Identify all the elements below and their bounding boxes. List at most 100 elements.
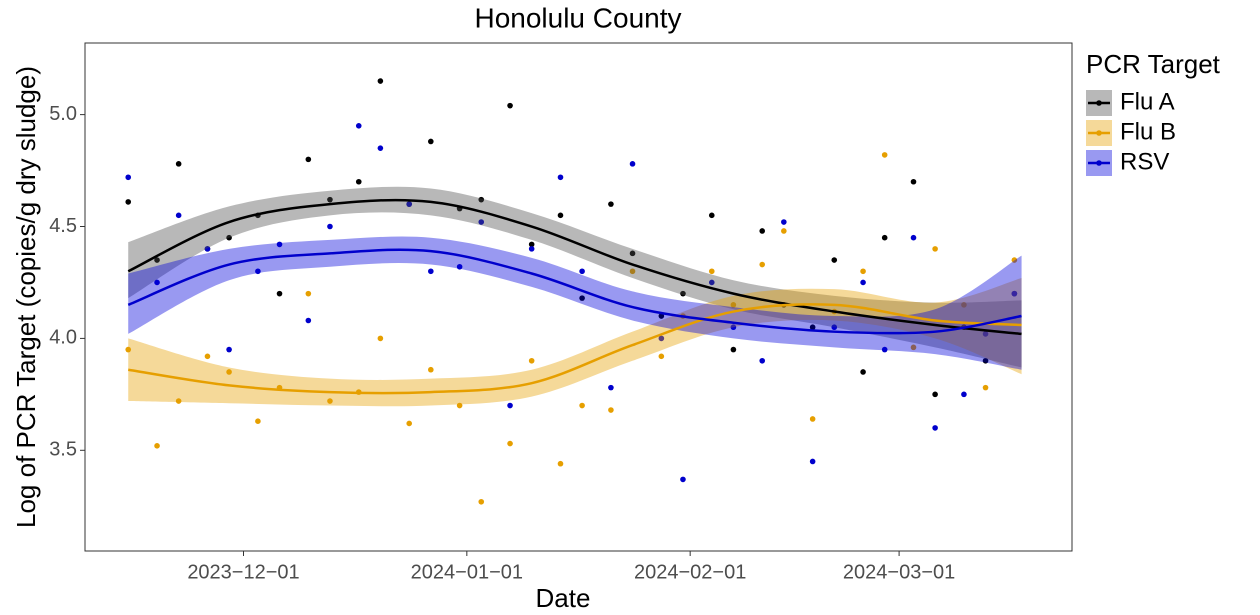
data-point: [608, 407, 614, 413]
y-tick-label: 3.5: [49, 439, 77, 461]
x-axis-title: Date: [536, 583, 591, 613]
data-point: [781, 228, 787, 234]
data-point: [809, 416, 816, 422]
data-point: [377, 145, 384, 151]
data-point: [204, 353, 211, 360]
data-point: [305, 156, 312, 163]
data-point: [226, 346, 232, 353]
data-point: [507, 440, 513, 447]
data-point: [608, 384, 614, 391]
data-point: [708, 212, 715, 219]
data-point: [932, 246, 938, 252]
data-point: [154, 257, 160, 263]
x-tick-label: 2024−03−01: [843, 561, 955, 583]
data-point: [478, 196, 485, 203]
legend-title: PCR Target: [1086, 49, 1221, 79]
data-point: [961, 391, 967, 398]
data-point: [809, 458, 816, 465]
data-point: [730, 346, 737, 353]
data-point: [708, 279, 715, 286]
data-point: [759, 261, 766, 268]
data-point: [932, 425, 938, 431]
data-point: [406, 420, 412, 427]
data-point: [305, 317, 312, 324]
data-point: [932, 391, 938, 398]
data-point: [154, 443, 160, 449]
data-point: [629, 268, 636, 275]
data-point: [557, 212, 564, 219]
data-point: [175, 161, 182, 167]
data-point: [860, 279, 866, 286]
plot-border: [84, 42, 1073, 552]
data-point: [1011, 257, 1018, 263]
data-point: [579, 268, 585, 275]
data-point: [528, 241, 535, 248]
data-point: [680, 290, 686, 297]
data-point: [831, 324, 838, 331]
y-tick-label: 5.0: [49, 103, 77, 125]
data-point: [730, 324, 737, 331]
data-point: [125, 346, 132, 353]
smooth-line: [127, 198, 1022, 336]
data-point: [982, 331, 989, 337]
data-point: [507, 402, 513, 409]
data-point: [658, 353, 665, 360]
data-point: [629, 250, 636, 257]
data-point: [428, 268, 434, 275]
data-point: [406, 201, 412, 207]
data-point: [226, 369, 232, 375]
confidence-band: [128, 277, 1022, 407]
legend-label: Flu B: [1120, 118, 1176, 145]
data-point: [708, 268, 715, 275]
data-point: [910, 178, 917, 185]
data-point: [608, 201, 614, 207]
data-point: [881, 234, 888, 241]
data-point: [327, 196, 333, 203]
legend-dot: [1096, 160, 1102, 166]
data-point: [658, 313, 665, 319]
data-point: [881, 152, 888, 158]
data-point: [910, 234, 917, 241]
data-point: [910, 344, 917, 351]
x-tick-label: 2024−01−01: [411, 561, 523, 583]
data-point: [428, 366, 434, 373]
data-point: [507, 102, 513, 109]
data-point: [478, 219, 485, 225]
data-point: [276, 290, 283, 297]
data-point: [175, 398, 182, 404]
data-point: [428, 138, 434, 145]
data-point: [377, 78, 384, 84]
data-point: [154, 279, 160, 286]
data-point: [961, 302, 967, 308]
data-point: [175, 212, 182, 219]
smooth-line: [128, 303, 1022, 395]
data-point: [255, 268, 261, 275]
data-point: [255, 418, 261, 425]
data-point: [276, 241, 283, 248]
legend-label: Flu A: [1120, 88, 1175, 115]
data-point: [557, 460, 564, 467]
data-point: [305, 290, 312, 297]
y-tick-label: 4.0: [49, 327, 77, 349]
data-point: [860, 369, 866, 375]
data-point: [528, 357, 535, 364]
data-point: [881, 346, 888, 353]
data-point: [528, 246, 535, 252]
data-point: [579, 402, 585, 409]
data-point: [125, 199, 132, 205]
data-point: [860, 268, 866, 275]
legend-label: RSV: [1120, 148, 1169, 175]
data-point: [125, 174, 132, 181]
data-point: [831, 257, 838, 263]
data-point: [759, 228, 766, 234]
data-point: [809, 324, 816, 331]
y-axis-title: Log of PCR Target (copies/g dry sludge): [11, 66, 41, 528]
data-point: [478, 498, 485, 505]
data-point: [204, 246, 211, 252]
data-point: [557, 174, 564, 181]
data-point: [781, 219, 787, 225]
data-point: [456, 402, 463, 409]
x-tick-label: 2023−12−01: [187, 561, 299, 583]
data-point: [456, 263, 463, 270]
y-tick-label: 4.5: [49, 215, 77, 237]
